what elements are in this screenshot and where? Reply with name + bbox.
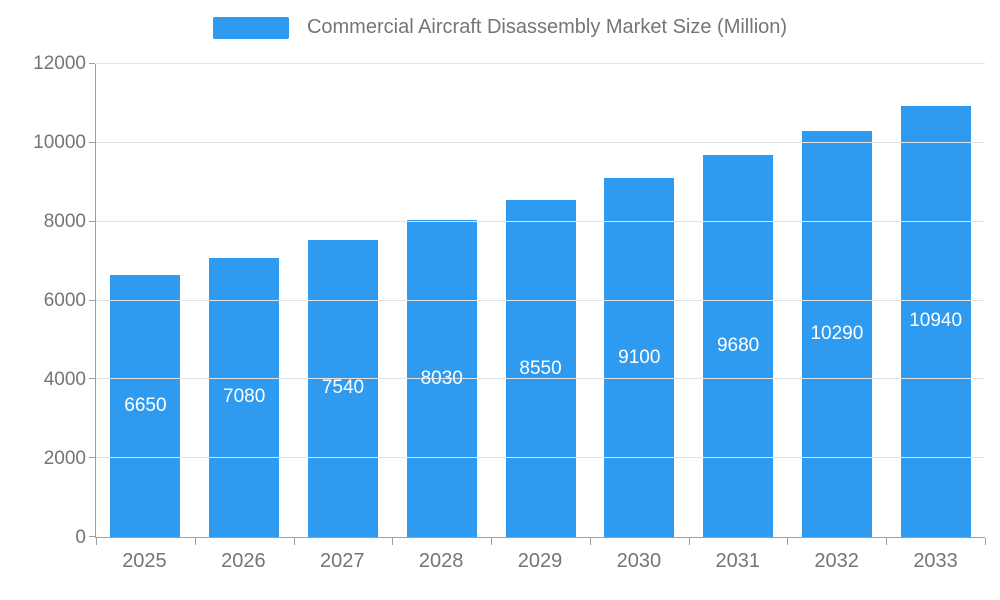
x-tick-mark-8 — [886, 538, 888, 545]
bar-series: 6650 7080 7540 8030 8550 9100 9680 10290 10940 — [96, 64, 985, 537]
x-tick-label-2033: 2033 — [913, 550, 958, 572]
y-tick-label-12000: 12000 — [33, 53, 86, 74]
x-tick-mark-7 — [787, 538, 789, 545]
y-tick-label-2000: 2000 — [43, 448, 86, 470]
bar-slot-2027: 7540 — [294, 64, 393, 537]
bar-value-label-2030: 9100 — [618, 346, 661, 368]
y-tick-mark-8000 — [89, 220, 95, 222]
bar-slot-2025: 6650 — [96, 64, 195, 537]
x-tick-label-2029: 2029 — [517, 550, 563, 572]
bar-2026: 7080 — [209, 257, 280, 537]
gridline-4000 — [96, 378, 985, 380]
gridline-12000 — [96, 63, 985, 64]
bar-slot-2031: 9680 — [689, 64, 788, 537]
bar-value-label-2031: 9680 — [716, 335, 760, 357]
x-tick-label-2030: 2030 — [616, 550, 662, 572]
gridline-10000 — [96, 141, 985, 143]
y-tick-mark-6000 — [89, 299, 95, 301]
x-tick-mark-1 — [194, 538, 196, 545]
y-tick-mark-2000 — [89, 457, 95, 459]
bar-slot-2033: 10940 — [886, 64, 985, 537]
plot-area: 6650 7080 7540 8030 8550 9100 9680 10290 10940 — [89, 63, 986, 545]
y-tick-label-0: 0 — [75, 527, 86, 548]
x-tick-mark-3 — [392, 538, 394, 545]
bar-value-label-2027: 7540 — [321, 377, 365, 399]
y-tick-mark-4000 — [89, 378, 95, 380]
x-tick-label-2027: 2027 — [319, 550, 365, 572]
gridline-8000 — [96, 220, 985, 222]
bar-2029: 8550 — [505, 200, 576, 537]
x-tick-label-2031: 2031 — [715, 550, 761, 572]
legend-swatch — [212, 16, 289, 39]
y-tick-label-10000: 10000 — [33, 132, 86, 153]
x-axis: 2025 2026 2027 2028 2029 2030 2031 2032 2033 — [95, 550, 985, 573]
bar-value-label-2032: 10290 — [810, 323, 864, 345]
x-tick-mark-5 — [589, 538, 591, 545]
gridline-6000 — [96, 299, 985, 301]
bar-slot-2029: 8550 — [491, 64, 590, 537]
bar-2032: 10290 — [801, 131, 872, 537]
bar-2031: 9680 — [703, 155, 774, 537]
bar-value-label-2025: 6650 — [124, 394, 167, 416]
bar-slot-2030: 9100 — [590, 64, 689, 537]
bar-value-label-2033: 10940 — [909, 310, 963, 332]
y-tick-mark-0 — [89, 536, 95, 537]
x-tick-label-2028: 2028 — [418, 550, 464, 572]
bar-2030: 9100 — [604, 178, 675, 537]
chart-title: Commercial Aircraft Disassembly Market S… — [306, 16, 788, 38]
x-tick-mark-2 — [293, 538, 295, 545]
bar-slot-2026: 7080 — [195, 64, 294, 537]
x-tick-label-2026: 2026 — [221, 550, 266, 572]
bar-2025: 6650 — [110, 274, 181, 537]
x-tick-label-2025: 2025 — [122, 550, 167, 572]
y-tick-mark-10000 — [89, 141, 95, 143]
x-tick-mark-0 — [96, 538, 97, 545]
bar-slot-2032: 10290 — [787, 64, 886, 537]
bar-2027: 7540 — [307, 239, 378, 537]
y-axis: 0 2000 4000 6000 8000 10000 12000 — [0, 54, 86, 548]
bar-2033: 10940 — [900, 105, 971, 537]
chart-legend: Commercial Aircraft Disassembly Market S… — [0, 16, 1000, 39]
bar-value-label-2028: 8030 — [420, 367, 463, 389]
x-tick-mark-9 — [985, 538, 986, 545]
y-tick-mark-12000 — [89, 63, 95, 64]
x-tick-label-2032: 2032 — [814, 550, 859, 572]
bar-value-label-2026: 7080 — [223, 386, 266, 408]
x-tick-mark-6 — [688, 538, 690, 545]
y-tick-label-6000: 6000 — [43, 290, 86, 311]
bar-slot-2028: 8030 — [392, 64, 491, 537]
gridline-2000 — [96, 457, 985, 459]
bar-value-label-2029: 8550 — [519, 357, 562, 379]
y-tick-label-4000: 4000 — [43, 369, 86, 391]
x-tick-mark-4 — [491, 538, 493, 545]
y-tick-label-8000: 8000 — [43, 211, 86, 233]
